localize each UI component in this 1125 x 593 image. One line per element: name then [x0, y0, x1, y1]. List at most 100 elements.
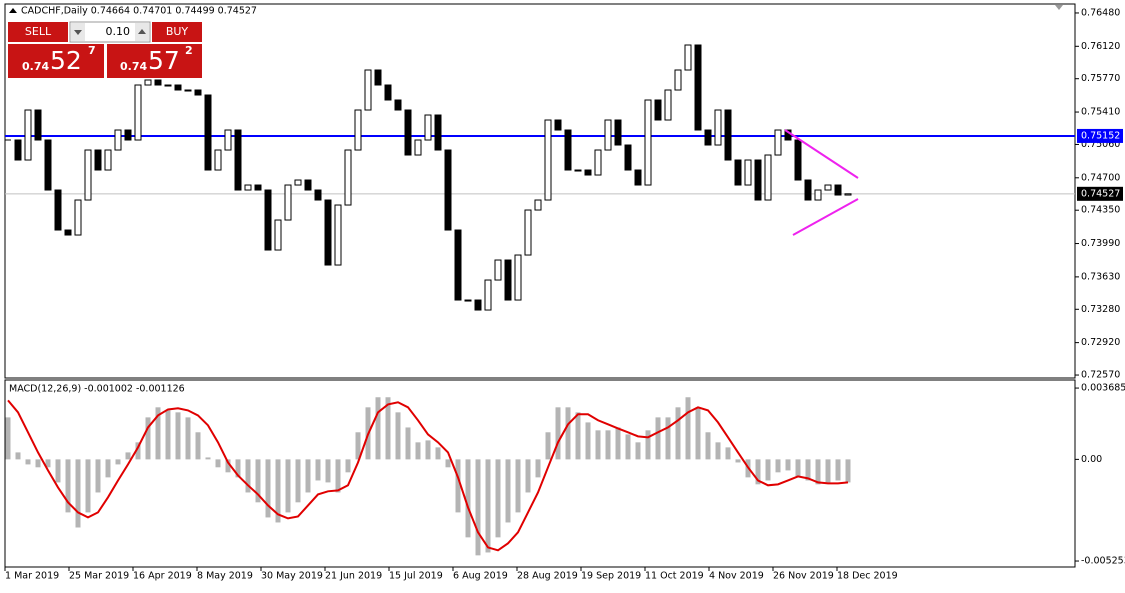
candle-body [794, 139, 802, 181]
macd-bar [395, 412, 401, 460]
candle-body [214, 149, 222, 171]
candle-body [224, 129, 232, 151]
y-tick-label: 0.73280 [1081, 304, 1120, 315]
macd-bar [565, 407, 571, 460]
candle-body [354, 109, 362, 151]
candle-body [474, 299, 482, 311]
candle-body [424, 114, 432, 141]
candle-body [814, 189, 822, 201]
macd-bar [375, 397, 381, 460]
candle-body [114, 129, 122, 151]
price-label: 0.75152 [1081, 130, 1120, 141]
candle-body [94, 149, 102, 171]
triangle-lower [792, 198, 859, 236]
x-tick-label: 21 Jun 2019 [325, 571, 382, 582]
candle-body [434, 114, 442, 151]
macd-bar [105, 459, 111, 478]
candle-body [344, 149, 352, 206]
candle-body [654, 99, 662, 121]
macd-bar [445, 459, 451, 468]
lot-input[interactable] [69, 21, 151, 43]
macd-bar [635, 442, 641, 460]
x-tick-label: 15 Jul 2019 [389, 571, 443, 582]
macd-bar [45, 459, 51, 468]
candle-body [664, 89, 672, 121]
candle-body [564, 129, 572, 171]
macd-bar [85, 459, 91, 513]
candle-body [504, 259, 512, 301]
sell-big: 0.74 [22, 60, 49, 73]
macd-bar [75, 459, 81, 528]
symbol-info: CADCHF,Daily 0.74664 0.74701 0.74499 0.7… [21, 6, 257, 17]
y-tick-label: 0.72570 [1081, 370, 1120, 381]
candle-body [84, 149, 92, 201]
candle-body [454, 229, 462, 301]
candle-body [284, 184, 292, 221]
x-tick-label: 28 Aug 2019 [517, 571, 578, 582]
macd-bar [255, 459, 261, 503]
candle-body [414, 139, 422, 156]
y-tick-label: 0.003685 [1081, 383, 1125, 394]
macd-bar [335, 459, 341, 493]
candle-body [514, 254, 522, 301]
y-tick-label: 0.75060 [1081, 139, 1120, 150]
macd-bar [155, 407, 161, 460]
macd-bar [5, 417, 11, 460]
macd-bar [585, 422, 591, 460]
buy-button[interactable] [152, 22, 202, 42]
candle-body [164, 84, 172, 87]
candle-body [174, 84, 182, 91]
candle-body [104, 149, 112, 171]
candle-body [74, 199, 82, 236]
x-tick-label: 18 Dec 2019 [837, 571, 898, 582]
macd-bar [485, 459, 491, 553]
candle-body [314, 189, 322, 201]
y-tick-label: 0.72920 [1081, 337, 1120, 348]
sell-button[interactable] [8, 22, 68, 42]
candle-body [754, 159, 762, 201]
up-arrow [138, 29, 146, 34]
macd-bar [65, 459, 71, 513]
y-tick-label: 0.74350 [1081, 205, 1120, 216]
candle-body [534, 199, 542, 211]
macd-bar [95, 459, 101, 493]
macd-bar [675, 407, 681, 460]
triangle-upper [784, 129, 859, 179]
x-tick-label: 19 Sep 2019 [581, 571, 641, 582]
lot-value: 0.10 [106, 25, 131, 38]
signal-line [7, 399, 849, 552]
candle-body [24, 109, 32, 161]
macd-bar [225, 459, 231, 473]
macd-bar [505, 459, 511, 523]
macd-bar [35, 459, 41, 468]
candle-body [194, 89, 202, 96]
y-tick-label: 0.74700 [1081, 172, 1120, 183]
macd-bar [645, 430, 651, 460]
macd-bar [195, 432, 201, 460]
macd-bar [205, 457, 211, 460]
macd-bar [515, 459, 521, 513]
macd-bar [315, 459, 321, 481]
buy-price[interactable] [107, 44, 202, 78]
macd-bar [795, 459, 801, 478]
x-tick-label: 8 May 2019 [197, 571, 253, 582]
candle-body [144, 79, 152, 86]
y-tick-label: 0.73990 [1081, 238, 1120, 249]
macd-bar [425, 440, 431, 460]
candle-body [64, 229, 72, 236]
macd-bar [165, 410, 171, 460]
sell-price[interactable] [8, 44, 104, 78]
collapse-icon[interactable] [9, 8, 17, 13]
candle-body [334, 204, 342, 266]
macd-bar [285, 459, 291, 513]
candle-body [674, 69, 682, 91]
candle-body [274, 219, 282, 251]
macd-bar [305, 459, 311, 493]
candle-body [294, 179, 302, 186]
y-tick-label: 0.75770 [1081, 73, 1120, 84]
macd-bar [695, 407, 701, 460]
candle-body [384, 84, 392, 101]
y-tick-label: 0.73630 [1081, 271, 1120, 282]
macd-bar [595, 430, 601, 460]
